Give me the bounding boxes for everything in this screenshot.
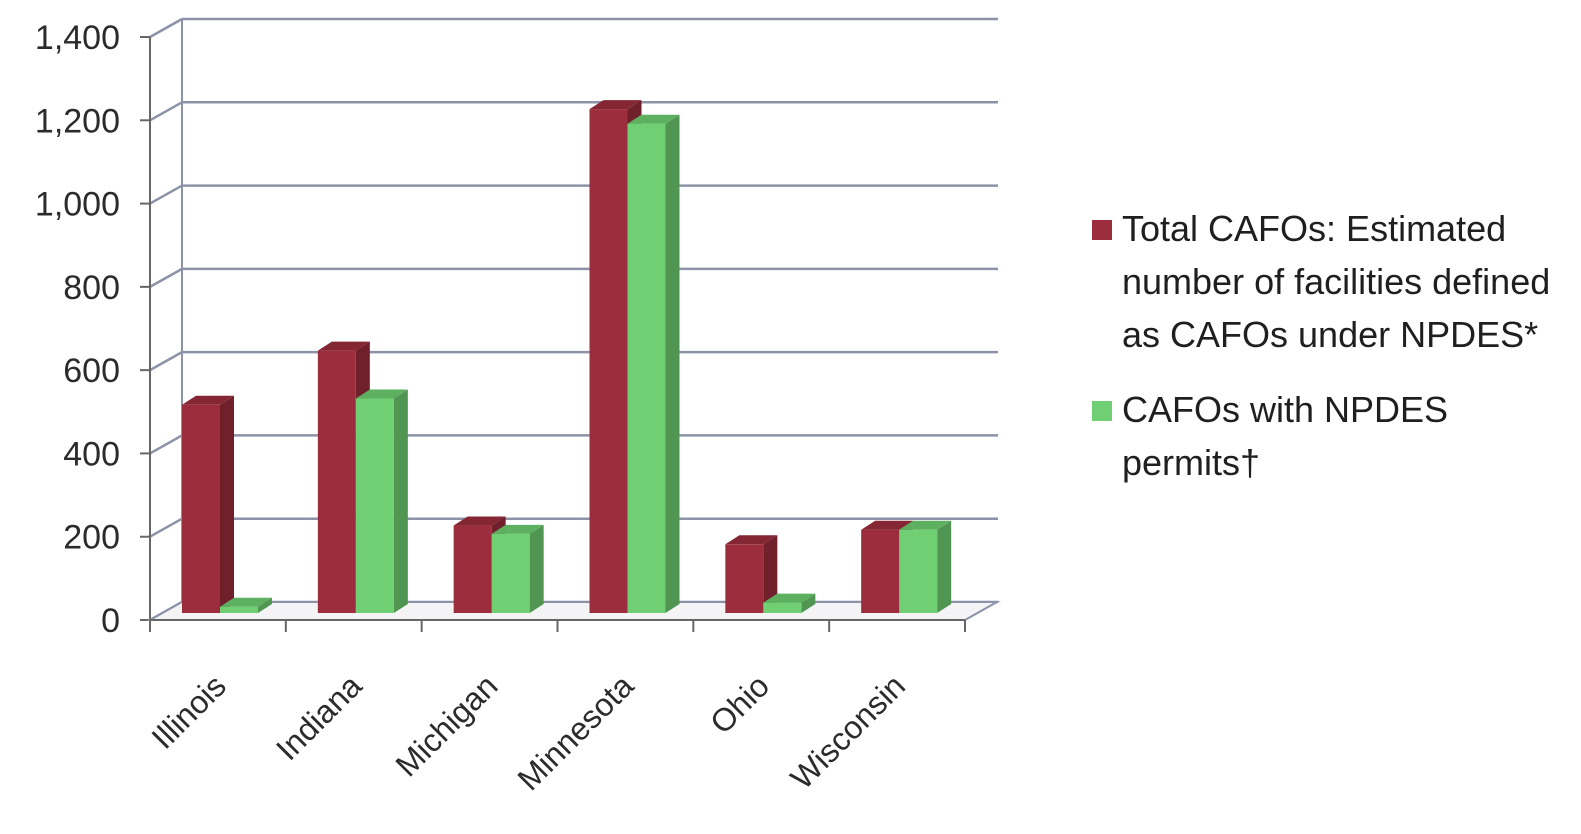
gridline-side [149,517,183,538]
bar-front [453,525,492,613]
y-tick-label: 800 [63,269,120,307]
bar-top [589,100,642,110]
bar-illinois-total [182,395,234,613]
bar-side [258,597,272,613]
bar-front [182,404,220,613]
bar-front [899,529,938,613]
y-tick-label: 600 [63,352,120,390]
bar-michigan-permitted [491,524,544,613]
bar-front [725,544,764,613]
gridline-side [149,267,183,288]
legend: Total CAFOs: Estimated number of facilit… [1088,202,1568,511]
bar-front [491,533,530,613]
bar-top [317,341,370,351]
legend-item-permitted-cafos: CAFOs with NPDES permits† [1088,383,1568,489]
bar-ohio-total [725,535,778,613]
bars [182,100,952,614]
bar-side [763,535,778,613]
y-tick-label: 200 [63,519,120,557]
y-tick-label: 1,400 [35,19,120,57]
bar-front [589,109,628,613]
legend-swatch-permitted-cafos [1092,401,1112,421]
bar-minnesota-permitted [627,114,680,614]
bar-side [393,389,408,613]
gridline-side [149,184,183,205]
x-tick-label: Minnesota [511,667,641,797]
bar-front [220,606,258,613]
legend-swatch-total-cafos [1092,220,1112,240]
x-tick-label: Michigan [389,667,505,783]
bar-front [763,602,802,613]
bar-top [627,114,680,124]
legend-label-permitted-cafos: CAFOs with NPDES permits† [1122,389,1449,483]
bar-top [220,597,272,607]
y-tick-label: 1,200 [35,102,120,140]
bar-front [861,529,900,613]
bar-side [937,520,952,613]
bar-top [763,593,816,603]
gridline-side [149,434,183,455]
x-tick-labels: Illinois Indiana Michigan Minnesota Ohio Wisc… [145,667,912,797]
bar-ohio-permitted [763,593,816,613]
x-tick-label: Wisconsin [783,667,912,796]
bar-wisconsin-permitted [899,520,952,613]
bar-side [801,593,816,613]
gridline-side [149,101,183,122]
x-tick-label: Illinois [145,667,233,755]
gridline-side [149,351,183,372]
legend-label-total-cafos: Total CAFOs: Estimated number of facilit… [1122,208,1551,355]
bar-top [453,516,506,526]
legend-item-total-cafos: Total CAFOs: Estimated number of facilit… [1088,202,1568,361]
bar-top [861,520,914,530]
bar-indiana-permitted [355,389,408,613]
bar-side [529,524,544,613]
bar-top [725,535,778,545]
bar-side [220,395,234,613]
bar-side [665,114,680,614]
bar-front [317,350,356,613]
y-tick-label: 400 [63,435,120,473]
x-tick-label: Indiana [269,667,369,767]
x-tick-label: Ohio [703,667,776,740]
gridline-side [149,17,183,39]
bar-top [355,389,408,399]
y-tick-label: 1,000 [35,186,120,224]
bar-illinois-permitted [220,597,272,613]
bar-top [491,524,544,534]
y-tick-label: 0 [101,602,120,640]
y-tick-labels: 0 200 400 600 800 1,000 1,200 1,400 [35,19,120,640]
bar-front [355,398,394,613]
bar-front [627,123,666,614]
bar-top [182,395,234,405]
bar-top [899,520,952,530]
